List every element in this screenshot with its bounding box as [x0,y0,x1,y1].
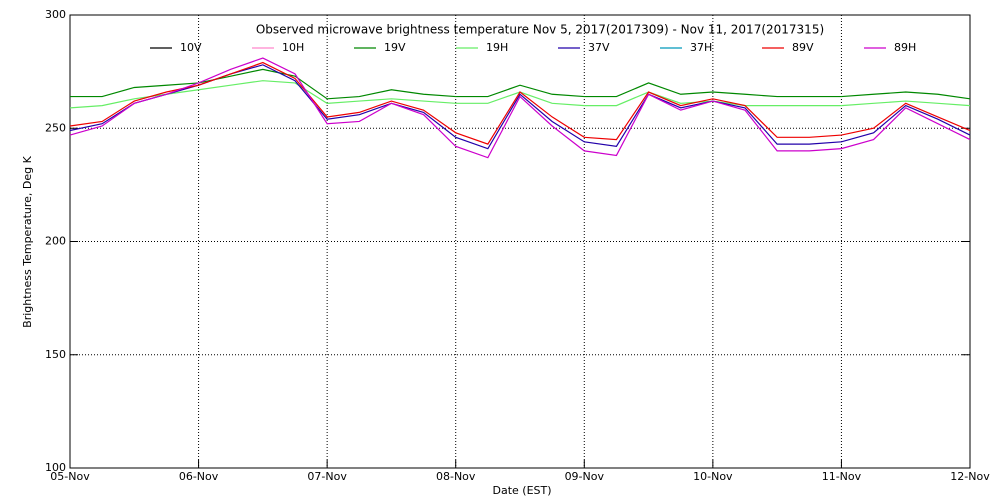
x-tick-label: 11-Nov [822,470,862,483]
x-tick-label: 10-Nov [693,470,733,483]
y-tick-label: 250 [45,121,66,134]
series-line [69,57,971,159]
legend-label: 37H [690,41,712,54]
x-tick-label: 12-Nov [950,470,990,483]
legend-label: 89V [792,41,814,54]
series-line [69,61,971,145]
x-tick-label: 09-Nov [565,470,605,483]
x-tick-label: 07-Nov [307,470,347,483]
y-axis-label: Brightness Temperature, Deg K [21,155,34,327]
y-tick-label: 300 [45,8,66,21]
x-tick-label: 08-Nov [436,470,476,483]
chart-title: Observed microwave brightness temperatur… [256,23,824,37]
legend-label: 19V [384,41,406,54]
series-line [70,68,971,100]
y-tick-label: 200 [45,235,66,248]
legend-label: 37V [588,41,610,54]
y-tick-label: 100 [45,461,66,474]
legend-label: 10H [282,41,304,54]
legend-label: 89H [894,41,916,54]
x-tick-label: 06-Nov [179,470,219,483]
legend-label: 19H [486,41,508,54]
x-tick-label: 05-Nov [50,470,90,483]
x-axis-label: Date (EST) [492,484,551,497]
y-tick-label: 150 [45,348,66,361]
legend-label: 10V [180,41,202,54]
